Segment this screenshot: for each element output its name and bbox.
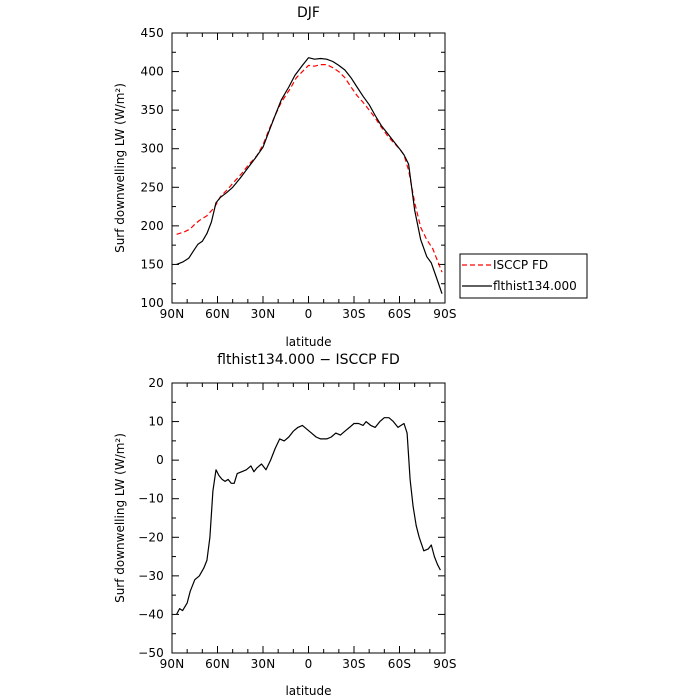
y-ticks: 100 150 200 250 300 350 400 450 [140, 26, 445, 310]
series-line-isccp-fd [176, 63, 443, 273]
x-tick-label: 0 [305, 657, 313, 671]
y-tick-label: −30 [138, 569, 164, 583]
y-axis-label: Surf downwelling LW (W/m²) [113, 433, 127, 603]
x-tick-label: 90S [433, 657, 457, 671]
y-tick-label: 20 [148, 376, 164, 390]
y-tick-label: 150 [140, 257, 164, 271]
x-tick-label: 30N [251, 657, 276, 671]
x-tick-label: 30S [342, 307, 366, 321]
x-tick-label: 90N [160, 657, 185, 671]
x-axis-label: latitude [285, 335, 331, 349]
legend-label-flthist: flthist134.000 [493, 279, 577, 293]
series-group [176, 417, 441, 615]
y-tick-label: 10 [148, 415, 164, 429]
y-tick-label: 350 [140, 103, 164, 117]
series-line-difference [176, 417, 441, 615]
plot-frame [171, 32, 446, 304]
x-tick-label: 90S [433, 307, 457, 321]
x-ticks: 90N 60N 30N 0 30S 60S 90S [160, 383, 457, 671]
x-ticks: 90N 60N 30N 0 30S 60S 90S [160, 33, 457, 321]
y-tick-label: 400 [140, 65, 164, 79]
y-tick-label: −40 [138, 607, 164, 621]
legend: ISCCP FD flthist134.000 [459, 253, 588, 299]
chart-title: DJF [297, 5, 320, 21]
legend-box [459, 253, 588, 299]
y-tick-label: 0 [156, 453, 164, 467]
chart-difference: flthist134.000 − ISCCP FD 90N 60N 30N 0 30S 6… [113, 352, 457, 698]
y-tick-label: 300 [140, 142, 164, 156]
y-tick-label: 100 [140, 296, 164, 310]
y-axis-label: Surf downwelling LW (W/m²) [113, 83, 127, 253]
x-tick-label: 30N [251, 307, 276, 321]
x-tick-label: 90N [160, 307, 185, 321]
chart-title: flthist134.000 − ISCCP FD [217, 352, 400, 368]
x-tick-label: 60S [388, 307, 412, 321]
y-tick-label: 450 [140, 26, 164, 40]
y-tick-label: 200 [140, 219, 164, 233]
chart-djf: DJF 90N 60N 30N 0 30S 60S 90S 100 150 200 250 300 3… [113, 5, 588, 349]
x-tick-label: 0 [305, 307, 313, 321]
x-tick-label: 60S [388, 657, 412, 671]
y-tick-label: −20 [138, 530, 164, 544]
y-tick-label: 250 [140, 180, 164, 194]
y-tick-label: −50 [138, 646, 164, 660]
y-ticks: −50 −40 −30 −20 −10 0 10 20 [138, 376, 445, 660]
x-axis-label: latitude [285, 684, 331, 698]
x-tick-label: 30S [342, 657, 366, 671]
series-line-flthist134-000 [176, 57, 443, 294]
y-tick-label: −10 [138, 492, 164, 506]
series-group [176, 57, 443, 294]
legend-label-isccp: ISCCP FD [493, 258, 548, 272]
x-tick-label: 60N [205, 307, 230, 321]
x-tick-label: 60N [205, 657, 230, 671]
